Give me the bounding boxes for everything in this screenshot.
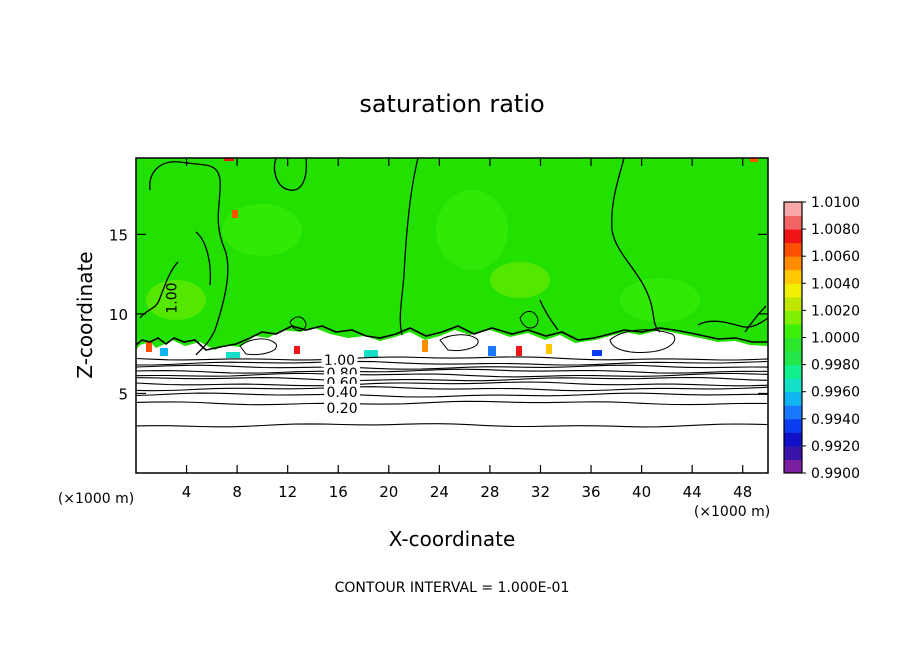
colorbar-band: [784, 351, 802, 366]
colorbar-band: [784, 391, 802, 406]
y-axis-title: Z-coordinate: [73, 251, 97, 378]
contour-label: 0.40: [326, 385, 357, 401]
field-texture: [146, 190, 700, 322]
colorbar-band: [784, 459, 802, 474]
colorbar-band: [784, 432, 802, 447]
colorbar: [783, 201, 803, 474]
colorbar-band: [784, 296, 802, 311]
cloud-fragments: [239, 311, 676, 355]
contour-line: [136, 356, 768, 361]
x-tick-label: 20: [379, 483, 398, 501]
x-tick-label: 28: [480, 483, 499, 501]
colorbar-band: [784, 283, 802, 298]
colorbar-label: 1.0020: [811, 303, 860, 319]
contour-line: [136, 381, 768, 387]
cloud-base-contour: [136, 325, 768, 351]
colorbar-band: [784, 229, 802, 244]
contour-labels: 1.001.000.800.600.400.20: [164, 282, 361, 417]
colorbar-label: 1.0080: [811, 222, 860, 238]
colorbar-label: 1.0060: [811, 249, 860, 265]
lower-contours: [136, 356, 768, 428]
contour-label-bg: [321, 352, 358, 368]
y-tick-label: 5: [118, 385, 128, 403]
colorbar-band: [784, 215, 802, 230]
contour-interval-note: CONTOUR INTERVAL = 1.000E-01: [335, 580, 570, 596]
x-tick-label: 48: [733, 483, 752, 501]
x-tick-label: 32: [531, 483, 550, 501]
plot-frame: [135, 157, 769, 474]
x-axis-title: X-coordinate: [389, 527, 516, 551]
colorbar-label: 1.0100: [811, 195, 860, 211]
colorbar-band: [784, 242, 802, 257]
contour-line: [136, 364, 768, 370]
contour-line: [136, 360, 768, 366]
x-tick-label: 36: [581, 483, 600, 501]
colorbar-label: 0.9900: [811, 466, 860, 482]
colorbar-label: 0.9920: [811, 439, 860, 455]
contour-label: 0.20: [326, 401, 357, 417]
subsaturated-region: [136, 328, 768, 473]
cloud-base-spots: [146, 158, 758, 358]
contour-line: [136, 368, 768, 374]
chart-title: saturation ratio: [359, 90, 544, 118]
colorbar-band: [784, 364, 802, 379]
x-tick-label: 44: [683, 483, 702, 501]
contour-line: [136, 376, 768, 382]
contour-line: [136, 400, 768, 406]
colorbar-band: [784, 405, 802, 420]
plot-area: [136, 158, 768, 473]
colorbar-band: [784, 269, 802, 284]
contour-line: [136, 372, 768, 378]
colorbar-label: 0.9960: [811, 385, 860, 401]
y-tick-label: 15: [109, 226, 128, 244]
contour-line: [136, 386, 768, 392]
contour-line: [136, 423, 768, 428]
contour-label-bg: [324, 399, 361, 415]
x-tick-label: 24: [430, 483, 449, 501]
colorbar-labels: 1.0100 1.0080 1.0060 1.0040 1.0020 1.0000 0.99…: [802, 195, 860, 482]
x-tick-label: 12: [278, 483, 297, 501]
colorbar-band: [784, 418, 802, 433]
y-unit-label: (×1000 m): [58, 491, 134, 507]
contour-label: 1.00: [164, 282, 180, 313]
colorbar-label: 1.0000: [811, 331, 860, 347]
x-unit-label: (×1000 m): [694, 504, 770, 520]
contour-label-bg: [324, 383, 361, 399]
upper-contours: [139, 158, 768, 356]
x-tick-label: 40: [632, 483, 651, 501]
colorbar-band: [784, 202, 802, 217]
colorbar-band: [784, 256, 802, 271]
colorbar-band: [784, 323, 802, 338]
y-tick-label: 10: [109, 306, 128, 324]
x-ticks: 4 8 12 16 20 24 28 32 36 40 44 48: [182, 158, 752, 501]
colorbar-label: 1.0040: [811, 276, 860, 292]
colorbar-band: [784, 378, 802, 393]
y-ticks: 5 10 15: [109, 226, 768, 403]
contour-line: [136, 392, 768, 398]
x-tick-label: 8: [232, 483, 242, 501]
colorbar-band: [784, 310, 802, 325]
colorbar-band: [784, 337, 802, 352]
colorbar-label: 0.9940: [811, 412, 860, 428]
colorbar-label: 0.9980: [811, 358, 860, 374]
colorbar-band: [784, 445, 802, 460]
x-tick-label: 16: [329, 483, 348, 501]
x-tick-label: 4: [182, 483, 192, 501]
